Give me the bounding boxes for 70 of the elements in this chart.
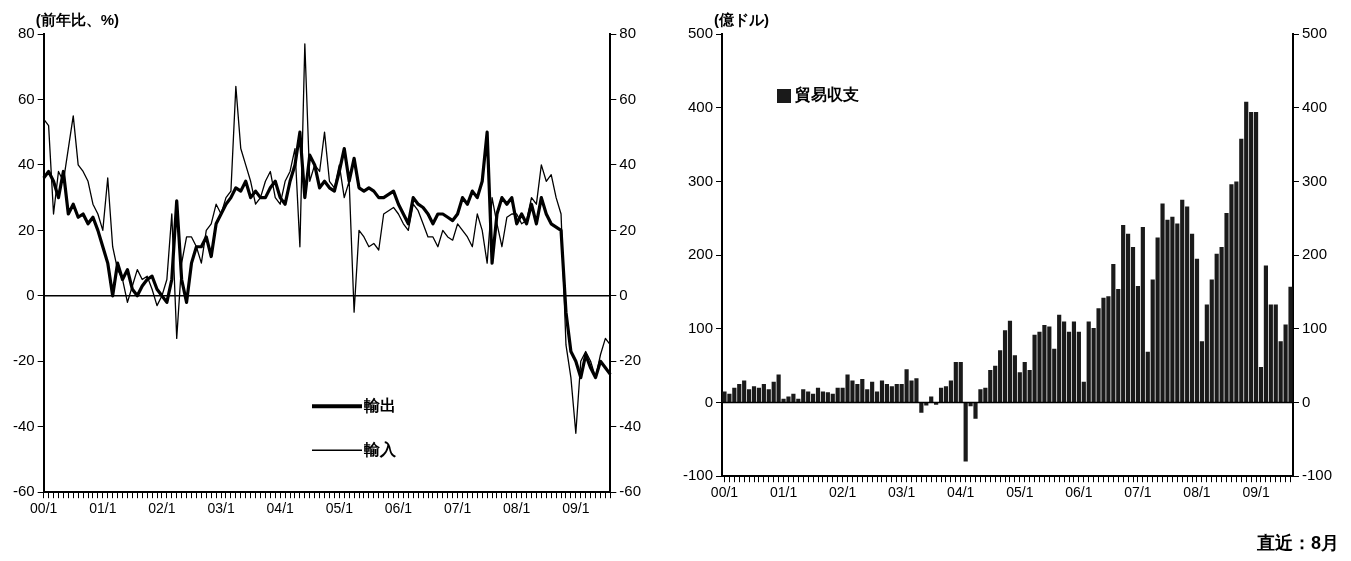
y2-tick-label: -100 bbox=[1301, 466, 1333, 484]
x-tick-label: 00/1 bbox=[710, 484, 739, 501]
y2-tick-label: -20 bbox=[619, 351, 642, 369]
y-tick-label: 100 bbox=[687, 318, 714, 336]
bar bbox=[722, 391, 727, 402]
x-tick-label: 03/1 bbox=[888, 484, 916, 501]
y-tick-label: 60 bbox=[17, 89, 35, 107]
bar bbox=[958, 361, 963, 402]
y2-tick-label: 60 bbox=[619, 89, 637, 107]
y-tick-label: 500 bbox=[687, 24, 714, 42]
x-tick-label: 01/1 bbox=[89, 500, 117, 517]
y-tick-label: -60 bbox=[12, 482, 35, 500]
x-tick-label: 07/1 bbox=[1124, 484, 1152, 501]
bar bbox=[919, 403, 924, 413]
x-tick-label: 03/1 bbox=[207, 500, 235, 517]
bar bbox=[1071, 321, 1077, 402]
x-tick-label: 09/1 bbox=[562, 500, 590, 517]
bar bbox=[978, 389, 983, 402]
x-tick-label: 02/1 bbox=[828, 484, 857, 501]
legend-label: 輸入 bbox=[363, 440, 397, 458]
y2-tick-label: -40 bbox=[619, 416, 642, 434]
text: 直近：8月 bbox=[1255, 532, 1339, 553]
y2-tick-label: 40 bbox=[619, 155, 637, 173]
y2-tick-label: 200 bbox=[1301, 245, 1328, 263]
bar bbox=[1288, 286, 1293, 402]
x-tick-label: 06/1 bbox=[1065, 484, 1093, 501]
bar bbox=[756, 387, 762, 402]
legend-label: 貿易収支 bbox=[794, 86, 860, 105]
y-tick-label: -100 bbox=[682, 466, 714, 484]
y-tick-label: 0 bbox=[26, 285, 35, 303]
x-tick-label: 00/1 bbox=[30, 500, 58, 517]
x-tick-label: 04/1 bbox=[266, 500, 295, 517]
bar bbox=[1253, 112, 1259, 402]
y2-tick-label: 80 bbox=[619, 24, 637, 42]
y2-tick-label: -60 bbox=[619, 482, 642, 500]
y-tick-label: 20 bbox=[17, 220, 35, 238]
y-axis-title: (億ドル) bbox=[714, 10, 770, 28]
x-tick-label: 08/1 bbox=[1183, 484, 1211, 501]
y-tick-label: 200 bbox=[687, 245, 714, 263]
bar bbox=[820, 391, 826, 402]
y-tick-label: 300 bbox=[687, 171, 714, 189]
y-tick-label: 400 bbox=[687, 97, 714, 115]
legend-label: 輸出 bbox=[363, 396, 396, 414]
x-tick-label: 01/1 bbox=[769, 484, 798, 501]
x-tick-label: 08/1 bbox=[503, 500, 531, 517]
bar bbox=[1007, 320, 1013, 402]
y-axis-title: (前年比、%) bbox=[35, 10, 120, 28]
x-tick-label: 04/1 bbox=[947, 484, 975, 501]
x-tick-label: 02/1 bbox=[148, 500, 176, 517]
bar bbox=[938, 387, 944, 402]
x-tick-label: 09/1 bbox=[1242, 484, 1270, 501]
x-tick-label: 05/1 bbox=[1006, 484, 1034, 501]
y-tick-label: -20 bbox=[12, 351, 35, 369]
y2-tick-label: 0 bbox=[619, 285, 628, 303]
y2-tick-label: 100 bbox=[1301, 318, 1328, 336]
x-tick-label: 07/1 bbox=[443, 500, 472, 517]
y-tick-label: -40 bbox=[12, 416, 35, 434]
y2-tick-label: 500 bbox=[1301, 24, 1328, 42]
y-tick-label: 40 bbox=[17, 155, 35, 173]
y2-tick-label: 400 bbox=[1301, 97, 1328, 115]
y-tick-label: 0 bbox=[704, 392, 714, 410]
x-tick-label: 06/1 bbox=[384, 500, 413, 517]
bar bbox=[879, 380, 885, 402]
y-tick-label: 80 bbox=[17, 24, 35, 42]
y2-tick-label: 300 bbox=[1301, 171, 1328, 189]
bar bbox=[751, 386, 757, 402]
bar bbox=[815, 387, 821, 402]
y2-tick-label: 0 bbox=[1301, 392, 1311, 410]
y2-tick-label: 20 bbox=[619, 220, 637, 238]
x-tick-label: 05/1 bbox=[325, 500, 354, 517]
